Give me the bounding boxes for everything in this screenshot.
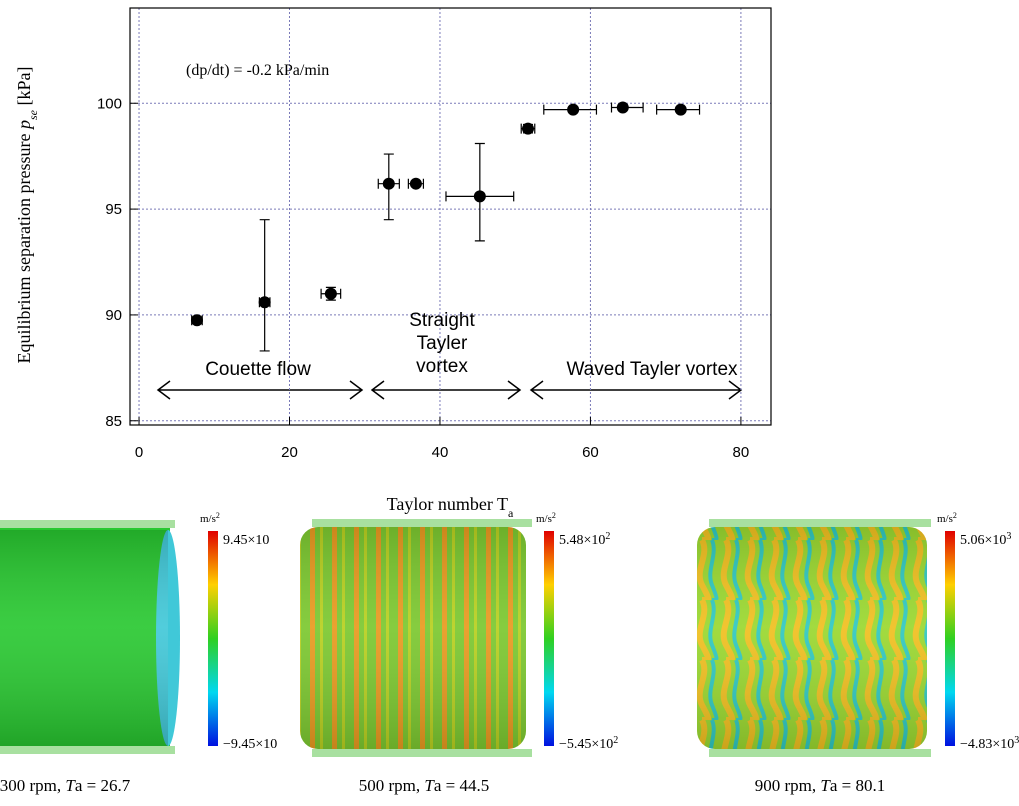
region-label: Couette flow <box>205 359 311 380</box>
arrow <box>529 380 743 400</box>
point <box>521 122 534 135</box>
text-part: T <box>424 776 435 795</box>
text-part: 2 <box>613 735 618 746</box>
x-tick-label: 20 <box>281 444 298 461</box>
text-part: 300 rpm, <box>0 776 65 795</box>
y-error-bar <box>259 219 270 352</box>
text-part: 2 <box>216 511 220 520</box>
y-axis-label: Equilibrium separation pressure pse [kPa… <box>14 67 40 364</box>
x-axis-label: Taylor number Ta <box>387 494 514 520</box>
text-part: p <box>14 120 34 131</box>
region-label: Waved Tayler vortex <box>566 359 738 380</box>
point <box>324 287 337 300</box>
point <box>567 103 580 116</box>
colorbar <box>544 531 554 746</box>
colorbar <box>208 531 218 746</box>
text-part: 5.48×10 <box>559 533 605 548</box>
point <box>382 177 395 190</box>
colorbar-unit: m/s2 <box>200 511 220 526</box>
text-part: a = 44.5 <box>434 776 489 795</box>
x-tick-label: 60 <box>582 444 599 461</box>
colorbar-unit: m/s2 <box>536 511 556 526</box>
text-part: a = 26.7 <box>75 776 131 795</box>
colorbar-unit: m/s2 <box>937 511 957 526</box>
text-part: T <box>820 776 831 795</box>
region-label: vortex <box>416 356 468 377</box>
text-part: a <box>508 506 514 520</box>
text-part: 2 <box>953 511 957 520</box>
text-part: 9.45×10 <box>223 533 269 548</box>
text-part: m/s <box>937 513 953 525</box>
point <box>473 190 486 203</box>
text-part: se <box>26 109 40 120</box>
arrow <box>156 380 364 400</box>
cylinder <box>300 519 532 757</box>
text-part: −5.45×10 <box>559 737 613 752</box>
point <box>616 101 629 114</box>
text-part: T <box>65 776 76 795</box>
y-tick-label: 85 <box>105 413 122 430</box>
text-part: −4.83×10 <box>960 737 1014 752</box>
y-tick-label: 95 <box>105 201 122 218</box>
text-part: 5.06×10 <box>960 533 1006 548</box>
text-part: 2 <box>605 531 610 542</box>
colorbar-max: 9.45×10 <box>223 533 269 548</box>
region-label: Straight <box>409 310 475 331</box>
text-part: 3 <box>1006 531 1011 542</box>
colorbar-min: −4.83×103 <box>960 735 1019 753</box>
colorbar <box>945 531 955 746</box>
text-part: 3 <box>1014 735 1019 746</box>
colorbar-max: 5.06×103 <box>960 531 1011 549</box>
colorbar-min: −9.45×10 <box>223 737 277 752</box>
cylinder <box>697 519 931 757</box>
text-part: m/s <box>536 513 552 525</box>
plot-frame <box>129 7 772 426</box>
text-part: 900 rpm, <box>755 776 821 795</box>
caption: 300 rpm, Ta = 26.7 <box>0 776 131 795</box>
x-tick-label: 0 <box>135 444 143 461</box>
cylinder <box>0 520 180 754</box>
text-part: 2 <box>552 511 556 520</box>
y-tick-label: 90 <box>105 307 122 324</box>
text-part: a = 80.1 <box>830 776 885 795</box>
text-part: −9.45×10 <box>223 737 277 752</box>
text-part: [kPa] <box>14 67 34 111</box>
region-label: Tayler <box>417 333 468 354</box>
text-part: m/s <box>200 513 216 525</box>
x-tick-label: 40 <box>432 444 449 461</box>
arrow <box>370 380 522 400</box>
point <box>674 103 687 116</box>
annotation: (dp/dt) = -0.2 kPa/min <box>186 62 329 79</box>
x-tick-label: 80 <box>733 444 750 461</box>
caption: 500 rpm, Ta = 44.5 <box>359 776 490 795</box>
text-part: 500 rpm, <box>359 776 425 795</box>
colorbar-max: 5.48×102 <box>559 531 610 549</box>
y-tick-label: 100 <box>97 95 122 112</box>
point <box>190 314 203 327</box>
point <box>409 177 422 190</box>
caption: 900 rpm, Ta = 80.1 <box>755 776 886 795</box>
colorbar-min: −5.45×102 <box>559 735 618 753</box>
point <box>258 296 271 309</box>
text-part: Equilibrium separation pressure <box>14 129 34 363</box>
region-arrows <box>156 380 743 400</box>
text-part: Taylor number T <box>387 494 508 514</box>
